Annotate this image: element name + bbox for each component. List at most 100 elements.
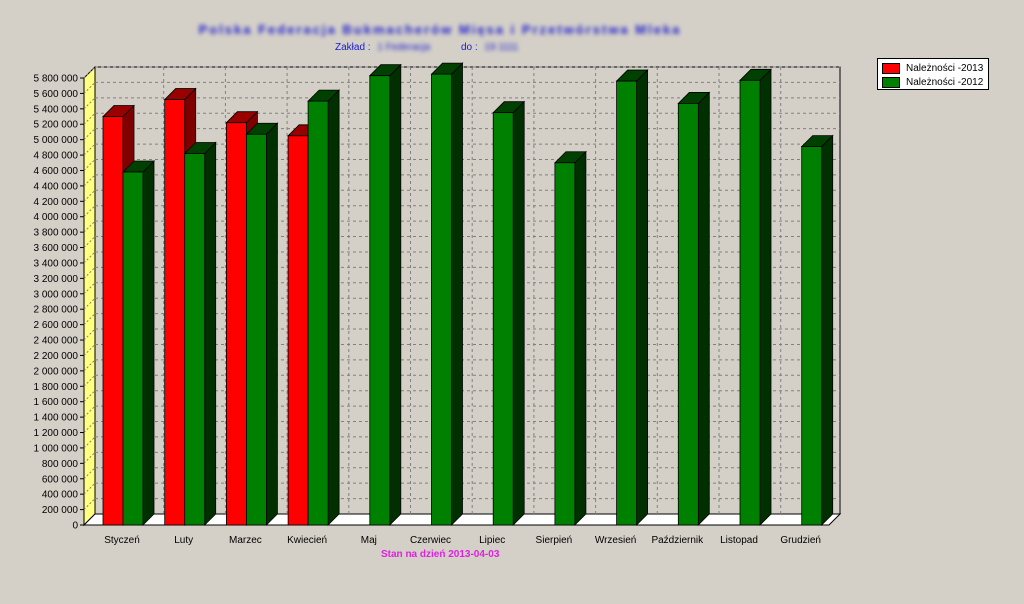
gridline-wall bbox=[83, 82, 96, 94]
ytick-label: 2 800 000 bbox=[34, 305, 79, 316]
gridline-wall bbox=[83, 66, 96, 79]
gridline-wall bbox=[83, 128, 96, 141]
grid-lines bbox=[83, 66, 840, 514]
gridline-wall bbox=[83, 328, 96, 341]
ytick-label: 5 600 000 bbox=[34, 89, 79, 100]
series-2012-bar bbox=[184, 153, 206, 526]
series-2012-bar-side bbox=[142, 160, 155, 526]
gridline-wall bbox=[83, 482, 96, 495]
gridline-wall bbox=[83, 436, 96, 449]
ytick-label: 3 800 000 bbox=[34, 228, 79, 239]
gridline-wall bbox=[83, 467, 96, 480]
series-2012-bar-side bbox=[327, 89, 340, 526]
back-wall bbox=[94, 66, 841, 515]
gridline-wall bbox=[83, 267, 96, 279]
gridline-wall bbox=[83, 251, 96, 264]
gridline-wall bbox=[83, 390, 96, 403]
ytick-label: 5 200 000 bbox=[34, 120, 79, 131]
ytick-label: 5 800 000 bbox=[34, 74, 79, 85]
gridline-wall bbox=[83, 236, 96, 248]
ytick-label: 1 400 000 bbox=[34, 413, 79, 424]
gridline-wall bbox=[83, 405, 96, 418]
gridline-wall bbox=[83, 189, 96, 202]
ytick-label: 3 000 000 bbox=[34, 289, 79, 300]
xtick-label: Kwiecień bbox=[287, 535, 327, 546]
gridline-wall bbox=[83, 205, 96, 218]
gridline-wall bbox=[83, 451, 96, 464]
series-2012-bar bbox=[616, 80, 637, 526]
ytick-label: 1 800 000 bbox=[34, 382, 79, 393]
do-label: do : bbox=[460, 42, 478, 53]
xtick-label: Wrzesień bbox=[595, 535, 637, 546]
ytick-label: 5 000 000 bbox=[34, 135, 79, 146]
ytick-label: 1 000 000 bbox=[34, 443, 79, 454]
ytick-label: 4 000 000 bbox=[34, 212, 79, 223]
legend-item-2012: Należności -2012 bbox=[882, 76, 983, 88]
gridline-wall bbox=[83, 421, 96, 433]
series-2012-bar-side bbox=[204, 141, 217, 526]
series-2013-bar bbox=[102, 116, 124, 526]
series-2013-bar bbox=[287, 135, 309, 526]
series-2012-bar bbox=[677, 103, 699, 526]
ytick-label: 0 bbox=[72, 521, 78, 532]
gridline-wall bbox=[83, 282, 96, 295]
gridline-wall bbox=[83, 313, 96, 325]
chart-title: Polska Federacja Bukmacherów Mięsa i Prz… bbox=[198, 22, 682, 37]
series-2012-bar bbox=[739, 79, 761, 526]
series-2012-bar bbox=[122, 171, 144, 526]
gridline-wall bbox=[83, 112, 96, 125]
series-2012-bar bbox=[431, 73, 452, 526]
series-2012-bar bbox=[492, 112, 514, 526]
ytick-label: 2 600 000 bbox=[34, 320, 79, 331]
gridline-wall bbox=[83, 174, 96, 187]
ytick-label: 2 200 000 bbox=[34, 351, 79, 362]
xtick-label: Lipiec bbox=[479, 535, 505, 546]
ytick-label: 800 000 bbox=[42, 459, 79, 470]
legend-item-2013: Należności -2013 bbox=[882, 62, 983, 74]
series-2012-bar-side bbox=[759, 68, 772, 526]
gridline-wall bbox=[83, 498, 96, 510]
legend: Należności -2013 Należności -2012 bbox=[877, 58, 989, 90]
ytick-label: 3 400 000 bbox=[34, 258, 79, 269]
xtick-label: Luty bbox=[174, 535, 193, 546]
zaklad-value: 1 Federacja bbox=[377, 42, 431, 53]
series-2012-bar-side bbox=[451, 62, 463, 526]
gridline-wall bbox=[83, 220, 96, 233]
ytick-label: 1 200 000 bbox=[34, 428, 79, 439]
axes: 0 200 000 400 000 600 000 800 000 1 000 000 1 … bbox=[34, 74, 821, 547]
subtitle-row: Zakład : 1 Federacja do : 19 1111 bbox=[335, 42, 518, 53]
series-2013-bar bbox=[225, 122, 247, 526]
gridline-wall bbox=[83, 143, 96, 156]
series-2012-bar bbox=[245, 133, 267, 526]
ytick-label: 4 800 000 bbox=[34, 151, 79, 162]
gridline-wall bbox=[83, 97, 96, 110]
ytick-label: 3 200 000 bbox=[34, 274, 79, 285]
series-2012-bar-side bbox=[636, 69, 648, 526]
bars bbox=[102, 62, 834, 526]
xtick-label: Październik bbox=[651, 535, 704, 546]
gridline-wall bbox=[83, 297, 96, 310]
xtick-label: Styczeń bbox=[104, 535, 140, 546]
zaklad-label: Zakład : bbox=[335, 42, 371, 53]
left-wall bbox=[83, 65, 96, 527]
xtick-label: Grudzień bbox=[780, 535, 821, 546]
ytick-label: 400 000 bbox=[42, 490, 79, 501]
xtick-label: Czerwiec bbox=[410, 535, 451, 546]
xtick-label: Sierpień bbox=[536, 535, 573, 546]
series-2012-bar-side bbox=[265, 122, 278, 526]
do-value: 19 1111 bbox=[484, 42, 519, 53]
xtick-label: Marzec bbox=[229, 535, 262, 546]
gridline-wall bbox=[83, 374, 96, 387]
ytick-label: 4 400 000 bbox=[34, 181, 79, 192]
series-2012-bar bbox=[554, 162, 576, 526]
legend-label-2012: Należności -2012 bbox=[906, 76, 984, 88]
stan-label: Stan na dzień 2013-04-03 bbox=[381, 549, 500, 560]
ytick-label: 200 000 bbox=[42, 505, 79, 516]
ytick-label: 2 400 000 bbox=[34, 336, 79, 347]
series-2012-bar-side bbox=[389, 63, 402, 526]
ytick-label: 5 400 000 bbox=[34, 104, 79, 115]
ytick-label: 3 600 000 bbox=[34, 243, 79, 254]
series-2012-bar-side bbox=[512, 100, 525, 526]
